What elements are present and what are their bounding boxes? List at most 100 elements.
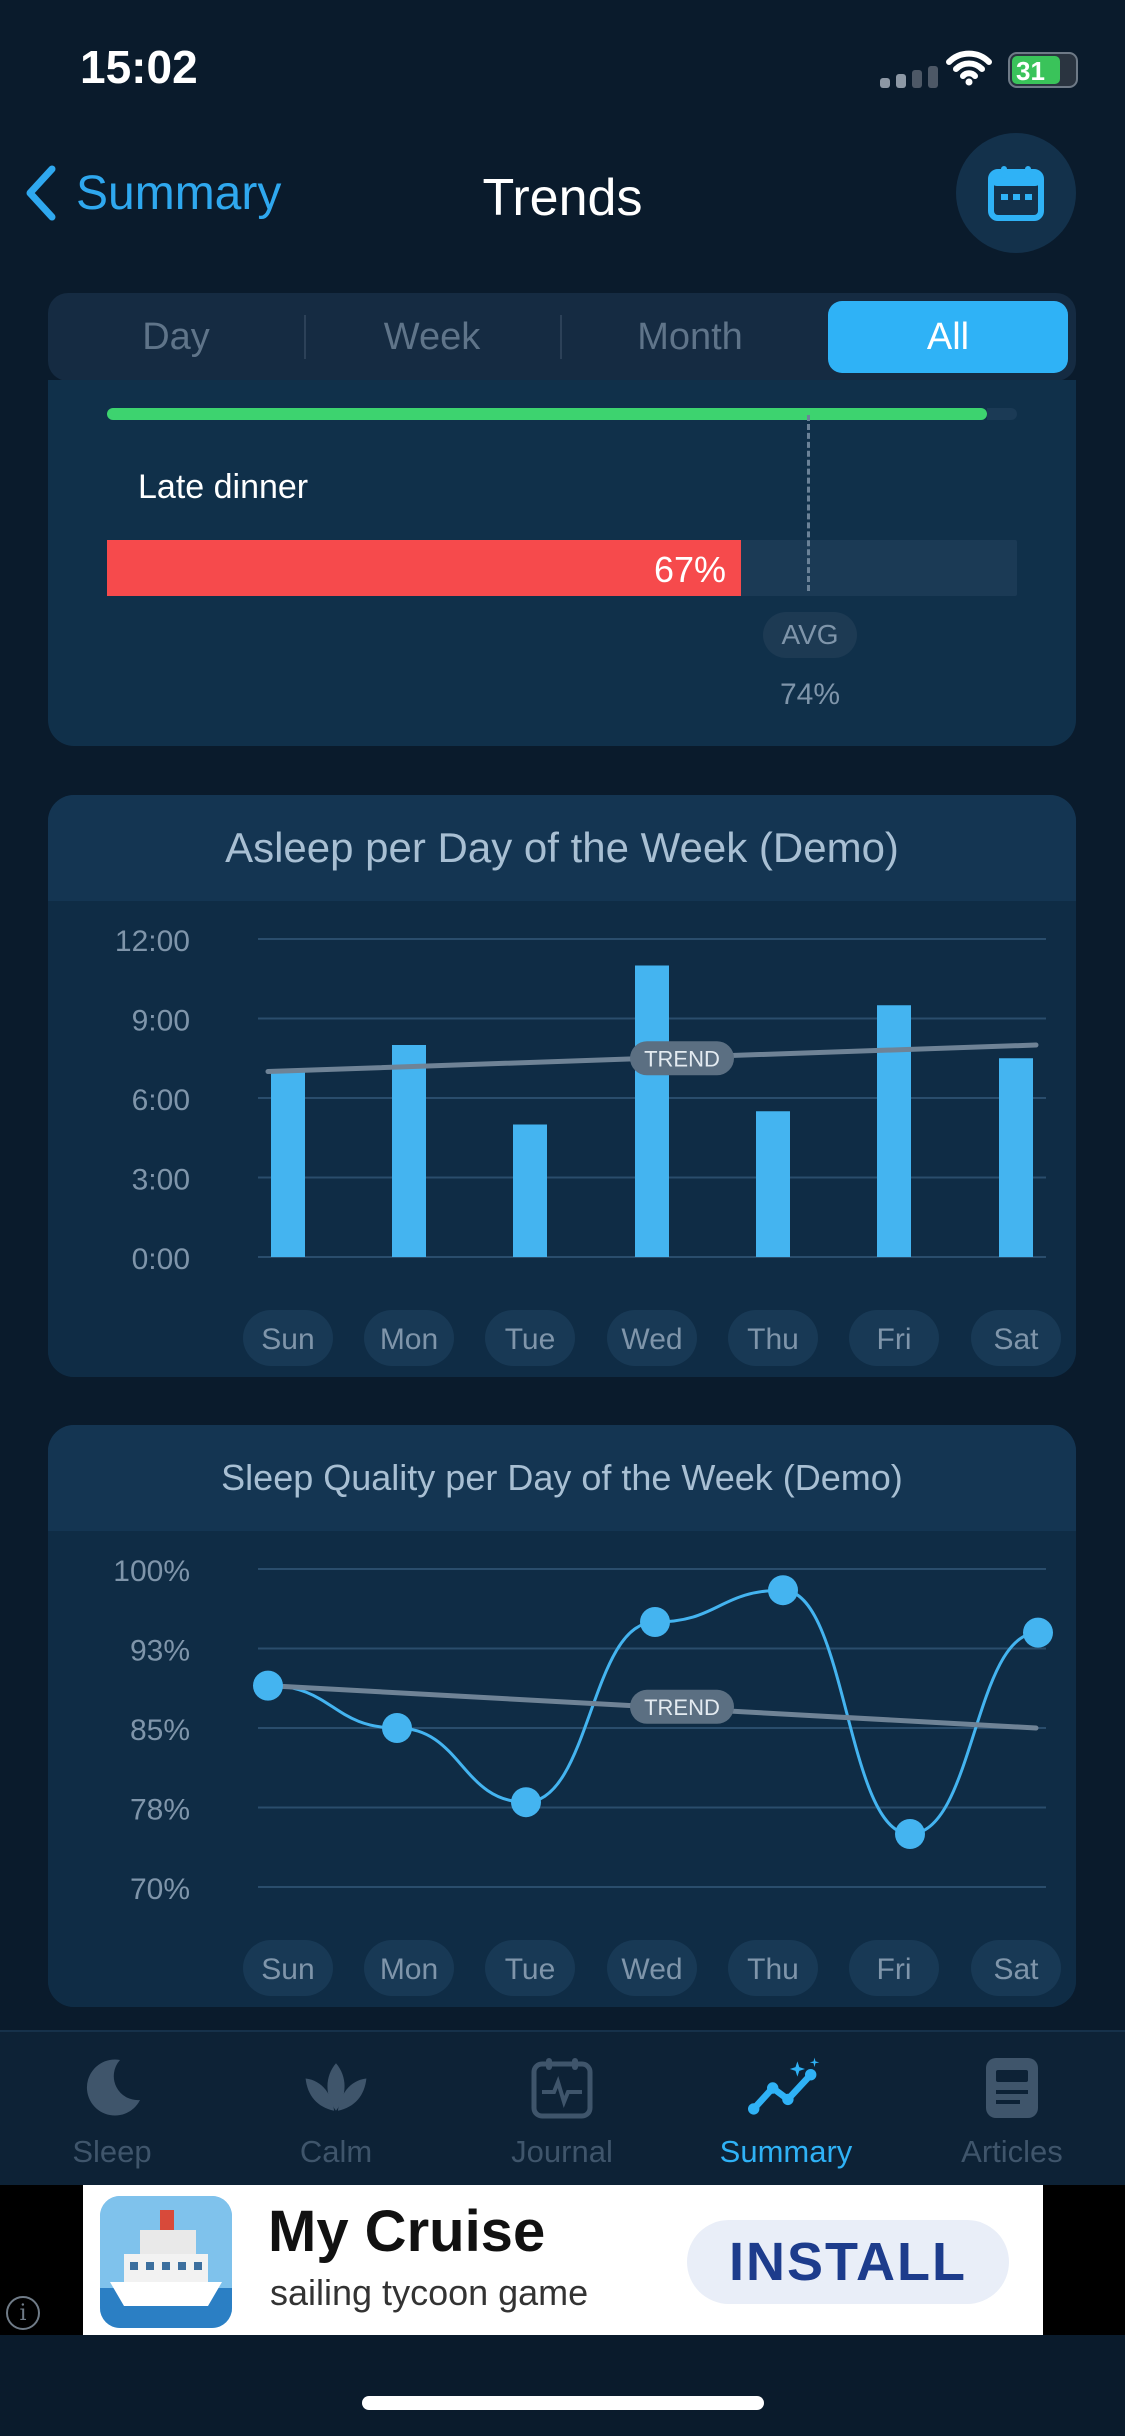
home-indicator [362,2396,764,2410]
x-tick-label: Sun [261,1953,314,1986]
tab-journal[interactable]: Journal [472,2050,652,2170]
category-pill [607,1940,697,1996]
category-pill [243,1310,333,1366]
bar [271,1071,305,1257]
x-tick-label: Sat [993,1323,1039,1356]
y-tick-label: 9:00 [132,1005,190,1038]
x-tick-label: Wed [621,1323,682,1356]
data-point [253,1670,283,1701]
data-point [768,1575,798,1606]
ad-title[interactable]: My Cruise [268,2199,546,2264]
segment-divider [560,315,562,359]
back-label: Summary [76,166,282,220]
tab-label: Calm [299,2134,373,2169]
cellular-signal-icon [880,66,938,88]
data-point [1023,1617,1053,1648]
x-tick-label: Thu [747,1953,799,1986]
battery-level: 31 [1016,56,1045,86]
average-value: 74% [779,678,841,711]
segment-all[interactable]: All [828,301,1068,373]
bar [392,1045,426,1257]
tab-calm[interactable]: Calm [246,2050,426,2170]
tab-summary[interactable]: Summary [696,2050,876,2170]
bar [999,1058,1033,1257]
x-tick-label: Thu [747,1323,799,1356]
x-tick-label: Sat [993,1953,1039,1986]
chevron-left-icon [26,165,56,221]
articles-icon [974,2050,1050,2126]
segment-divider [304,315,306,359]
asleep-chart-card: Asleep per Day of the Week (Demo) 12:00 9… [48,795,1076,1377]
bar [513,1124,547,1257]
data-point [382,1713,412,1743]
trend-chart-icon [748,2050,824,2126]
calendar-icon [988,166,1044,221]
category-pill [849,1310,939,1366]
tab-articles[interactable]: Articles [922,2050,1102,2170]
y-tick-label: 12:00 [115,925,190,958]
trend-label: TREND [644,1695,720,1720]
category-pill [485,1940,575,1996]
average-marker-line [807,415,810,591]
category-pill [728,1310,818,1366]
x-tick-label: Tue [505,1953,556,1986]
y-tick-label: 93% [130,1635,190,1668]
tab-label: Summary [719,2134,853,2169]
category-pill [485,1310,575,1366]
x-tick-label: Sun [261,1323,314,1356]
y-tick-label: 85% [130,1714,190,1747]
category-pill [607,1310,697,1366]
trend-badge [630,1041,734,1076]
x-tick-label: Fri [877,1953,912,1986]
tab-bar [0,2030,1125,2185]
chart-title: Sleep Quality per Day of the Week (Demo) [48,1425,1076,1531]
data-point [895,1819,925,1849]
tab-sleep[interactable]: Sleep [22,2050,202,2170]
y-tick-label: 100% [113,1555,190,1588]
data-point [511,1787,541,1818]
journal-icon [524,2050,600,2126]
x-tick-label: Tue [505,1323,556,1356]
trend-label: TREND [644,1046,720,1071]
factor-bar-track [987,408,1017,420]
bar [877,1005,911,1257]
factor-value: 67% [653,549,726,590]
wifi-icon [946,50,992,91]
back-button[interactable]: Summary [24,165,281,221]
y-tick-label: 78% [130,1794,190,1827]
quality-chart-card: Sleep Quality per Day of the Week (Demo)… [48,1425,1076,2007]
trend-badge [630,1689,734,1724]
cruise-ship-icon[interactable] [100,2196,232,2328]
quality-chart: 100% 93% 85% 78% 70% Sun Mon Tue Wed Thu Fri Sat TRE… [113,1555,1061,1996]
category-pill [728,1940,818,1996]
page-title: Trends [482,169,643,227]
category-pill [971,1940,1061,1996]
status-time: 15:02 [80,41,198,93]
x-tick-label: Mon [380,1323,438,1356]
factor-bar-positive [107,408,987,420]
bar [635,965,669,1257]
y-tick-label: 70% [130,1873,190,1906]
calendar-button[interactable] [956,133,1076,253]
segment-day[interactable]: Day [142,315,210,358]
category-pill [971,1310,1061,1366]
ad-info-icon[interactable]: i [6,2296,40,2330]
chart-title: Asleep per Day of the Week (Demo) [48,795,1076,901]
y-tick-label: 0:00 [132,1243,190,1276]
category-pill [243,1940,333,1996]
data-point [640,1607,670,1637]
factor-bar-negative [107,540,741,596]
chart-plot-area [48,1531,1076,2007]
x-tick-label: Wed [621,1953,682,1986]
y-tick-label: 3:00 [132,1164,190,1197]
tab-label: Sleep [72,2134,152,2169]
x-tick-label: Fri [877,1323,912,1356]
category-pill [364,1940,454,1996]
segment-month[interactable]: Month [637,315,743,358]
ad-install-button[interactable]: INSTALL [687,2220,1009,2304]
tab-label: Articles [961,2134,1063,2169]
segment-week[interactable]: Week [383,315,481,358]
ad-subtitle[interactable]: sailing tycoon game [270,2272,589,2313]
y-tick-label: 6:00 [132,1084,190,1117]
average-badge: AVG [763,612,857,658]
